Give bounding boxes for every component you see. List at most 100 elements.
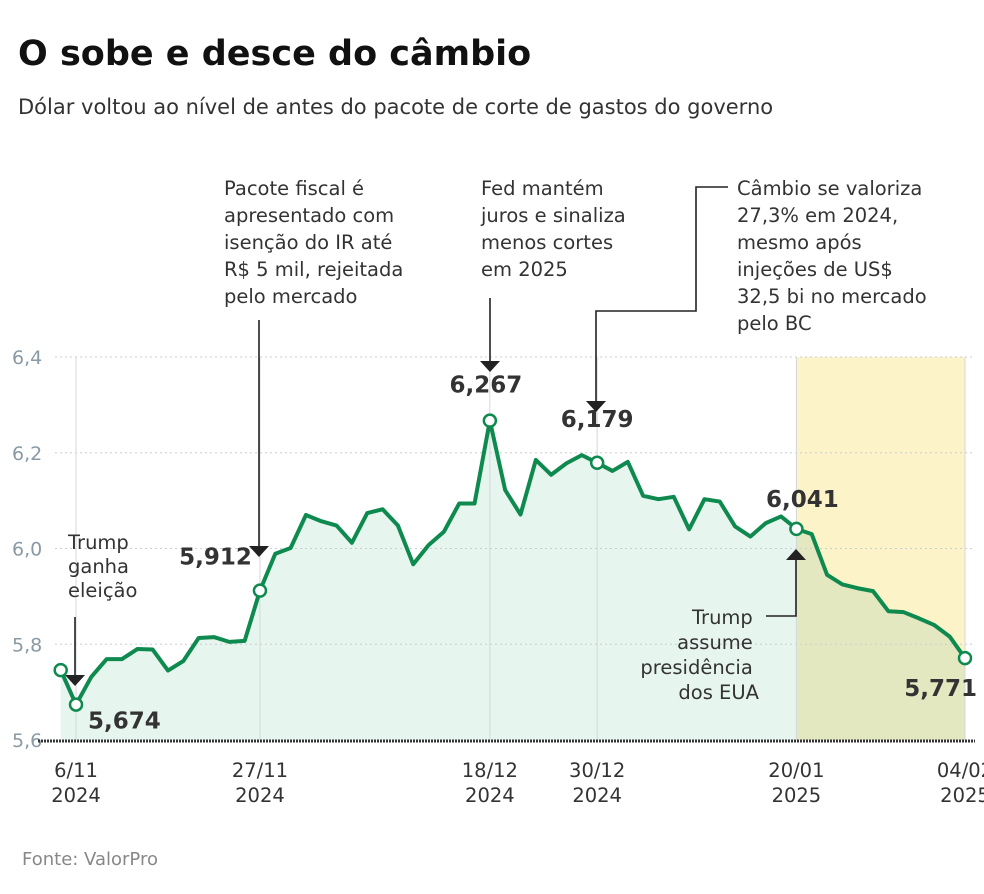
data-point — [748, 535, 752, 539]
data-point — [166, 669, 170, 673]
arrow-up-icon — [786, 549, 806, 560]
annotation-connectors — [74, 186, 797, 676]
x-tick-year: 2025 — [772, 784, 822, 807]
y-tick-label: 6,0 — [12, 539, 42, 561]
data-point — [457, 501, 461, 505]
data-point — [948, 635, 952, 639]
data-point — [304, 513, 308, 517]
data-point — [580, 453, 584, 457]
highlight-marker — [789, 521, 804, 537]
value-label: 6,179 — [561, 407, 634, 433]
data-point — [212, 635, 216, 639]
data-point — [610, 469, 614, 473]
chart-subtitle: Dólar voltou ao nível de antes do pacote… — [18, 95, 773, 119]
highlight-marker — [957, 650, 973, 666]
data-point — [764, 521, 768, 525]
data-point — [135, 647, 139, 651]
data-point — [503, 488, 507, 492]
data-point — [273, 552, 277, 556]
data-point — [411, 562, 415, 566]
data-point — [687, 527, 691, 531]
data-point — [549, 473, 553, 477]
data-point — [519, 513, 523, 517]
source-note: Fonte: ValorPro — [22, 849, 158, 870]
data-point — [365, 511, 369, 515]
value-label: 5,912 — [179, 545, 252, 571]
data-point — [810, 532, 814, 536]
data-point — [641, 494, 645, 498]
data-point — [886, 609, 890, 613]
series-line — [58, 418, 967, 707]
data-point — [227, 640, 231, 644]
data-point — [120, 657, 124, 661]
data-point — [840, 582, 844, 586]
data-point — [181, 659, 185, 663]
data-point — [151, 648, 155, 652]
x-tick-date: 6/11 — [54, 759, 98, 782]
data-point — [442, 530, 446, 534]
arrow-down-icon — [249, 546, 269, 557]
connector-trump-inauguration — [766, 556, 797, 617]
data-point — [105, 657, 109, 661]
chart-title: O sobe e desce do câmbio — [18, 34, 531, 74]
data-point — [243, 639, 247, 643]
annotation-trump-inauguration: Trump assume presidência dos EUA — [640, 606, 759, 704]
data-point — [396, 524, 400, 528]
arrow-down-icon — [586, 401, 606, 412]
highlight-marker — [482, 413, 498, 428]
value-label: 6,267 — [449, 373, 522, 399]
data-point — [564, 461, 568, 465]
data-point — [871, 589, 875, 593]
x-tick-date: 18/12 — [462, 759, 518, 782]
highlight-marker — [68, 697, 84, 712]
data-point — [733, 524, 737, 528]
arrow-down-icon — [65, 675, 85, 686]
value-label: 5,674 — [88, 709, 161, 735]
y-tick-label: 6,4 — [12, 347, 42, 369]
arrow-down-icon — [480, 361, 500, 372]
data-point — [718, 500, 722, 504]
data-point — [902, 610, 906, 614]
data-point — [656, 497, 660, 501]
x-tick-date: 04/02 — [937, 759, 984, 782]
data-point — [779, 514, 783, 518]
value-label: 5,771 — [904, 676, 977, 702]
annotation-fiscal-package: Pacote fiscal é apresentado com isenção … — [224, 177, 410, 308]
x-tick-date: 20/01 — [768, 759, 824, 782]
data-point — [672, 495, 676, 499]
data-point — [473, 501, 477, 505]
x-tick-date: 30/12 — [569, 759, 625, 782]
value-label: 6,041 — [766, 487, 839, 513]
x-tick-year: 2024 — [235, 784, 285, 807]
x-tick-year: 2024 — [51, 784, 101, 807]
data-point — [917, 616, 921, 620]
data-point — [702, 497, 706, 501]
data-point — [89, 675, 93, 679]
data-point — [932, 623, 936, 627]
annotation-trump-wins: Trump ganha eleição — [67, 531, 137, 602]
x-tick-year: 2024 — [465, 784, 515, 807]
highlight-marker — [252, 583, 268, 598]
data-point — [289, 546, 293, 550]
plot-area: 6,46,26,05,85,66/11202427/11202418/12202… — [12, 347, 984, 807]
data-point — [381, 507, 385, 511]
data-point — [856, 586, 860, 590]
data-point — [427, 543, 431, 547]
y-tick-label: 5,6 — [12, 730, 42, 752]
highlight-area-overlap — [796, 528, 965, 740]
y-tick-label: 5,8 — [12, 634, 42, 656]
x-tick-year: 2025 — [940, 784, 984, 807]
area-fill — [60, 420, 965, 740]
data-point — [197, 636, 201, 640]
highlight-marker — [53, 662, 68, 678]
annotation-exchange-2024: Câmbio se valoriza 27,3% em 2024, mesmo … — [737, 177, 933, 335]
annotation-fed: Fed mantém juros e sinaliza menos cortes… — [480, 177, 632, 281]
data-point — [350, 541, 354, 545]
data-point — [319, 519, 323, 523]
x-tick-year: 2024 — [572, 784, 622, 807]
highlight-marker — [589, 455, 605, 471]
connector-exchange-2024 — [595, 186, 728, 402]
y-tick-label: 6,2 — [12, 443, 42, 465]
data-point — [335, 524, 339, 528]
